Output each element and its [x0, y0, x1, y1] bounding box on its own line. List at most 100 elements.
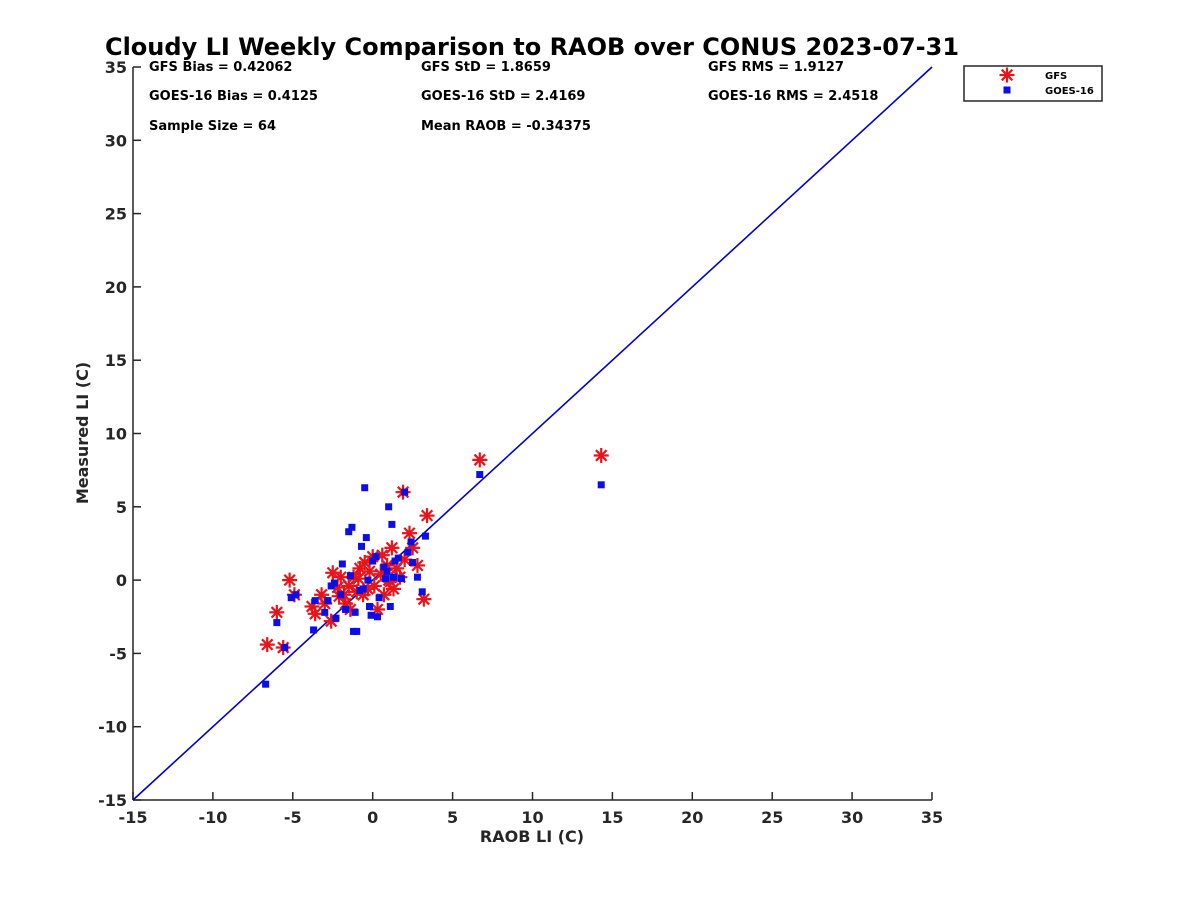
- goes16-point: [380, 563, 388, 571]
- x-tick-label: -15: [119, 808, 148, 827]
- goes16-point: [345, 528, 353, 536]
- plot-area: -15 -10 -5 0 5 10 15 20 25 30 35 -15 -10 -5 0 5 10 15 20 25…: [98, 58, 943, 827]
- x-tick-label: -10: [198, 808, 227, 827]
- gfs-point: [384, 540, 400, 556]
- goes16-point: [338, 560, 346, 568]
- goes16-point: [375, 594, 383, 602]
- stat-annotation: GOES-16 RMS = 2.4518: [708, 89, 878, 104]
- goes16-point: [262, 680, 270, 688]
- goes16-point: [281, 644, 289, 652]
- gfs-point: [350, 571, 366, 587]
- stat-annotation: GFS Bias = 0.42062: [149, 60, 292, 75]
- y-tick-label: 0: [116, 571, 127, 590]
- legend-gfs-marker: [999, 67, 1015, 83]
- one-to-one-line: [132, 66, 933, 801]
- gfs-point: [282, 572, 298, 588]
- goes16-point: [366, 602, 374, 610]
- x-tick-label: 35: [921, 808, 943, 827]
- goes16-point: [476, 471, 484, 479]
- goes16-point: [418, 588, 426, 596]
- goes16-point: [364, 576, 372, 584]
- stat-annotation: GOES-16 Bias = 0.4125: [149, 89, 318, 104]
- x-tick-label: 30: [841, 808, 863, 827]
- y-tick-label: 25: [105, 205, 127, 224]
- legend-goes16-square: [1003, 86, 1011, 94]
- goes16-point: [381, 575, 389, 583]
- gfs-point: [401, 525, 417, 541]
- y-tick-label: 10: [105, 425, 127, 444]
- legend-box: [963, 65, 1103, 102]
- x-tick-label: 25: [761, 808, 783, 827]
- goes16-point: [388, 520, 396, 528]
- goes16-point: [311, 597, 319, 605]
- y-tick-label: 20: [105, 278, 127, 297]
- x-tick-label: 10: [521, 808, 543, 827]
- gfs-point: [593, 447, 609, 463]
- stats-annotations: GFS Bias = 0.42062 GFS StD = 1.8659 GFS RM…: [149, 60, 878, 134]
- goes16-point: [409, 559, 417, 567]
- goes16-point: [342, 605, 350, 613]
- stat-annotation: GFS RMS = 1.9127: [708, 60, 844, 75]
- x-tick-label: 0: [367, 808, 378, 827]
- goes16-series: [262, 471, 605, 688]
- y-tick-label: 30: [105, 131, 127, 150]
- goes16-point: [597, 481, 605, 489]
- gfs-point: [374, 547, 390, 563]
- goes16-point: [359, 585, 367, 593]
- y-tick-label: -10: [98, 718, 127, 737]
- goes16-point: [327, 582, 335, 590]
- goes16-point: [373, 613, 381, 621]
- y-tick-label: 15: [105, 351, 127, 370]
- stat-annotation: GOES-16 StD = 2.4169: [421, 89, 585, 104]
- y-tick-label: -5: [109, 644, 127, 663]
- legend-goes16-marker: [1003, 86, 1011, 94]
- goes16-point: [361, 484, 369, 492]
- x-tick-label: 20: [681, 808, 703, 827]
- gfs-point: [307, 606, 323, 622]
- legend: GFS GOES-16: [963, 65, 1103, 102]
- goes16-point: [404, 548, 412, 556]
- goes16-point: [337, 591, 345, 599]
- goes16-point: [372, 553, 380, 561]
- stat-annotation: Mean RAOB = -0.34375: [421, 119, 591, 134]
- goes16-point: [369, 557, 377, 565]
- legend-gfs-label: GFS: [1045, 71, 1067, 82]
- legend-gfs-asterisk: [999, 67, 1015, 83]
- goes16-point: [407, 538, 415, 546]
- goes16-point: [386, 602, 394, 610]
- gfs-series: [259, 447, 609, 656]
- x-tick-label: -5: [284, 808, 302, 827]
- goes16-point: [346, 572, 354, 580]
- chart-title: Cloudy LI Weekly Comparison to RAOB over…: [105, 33, 959, 61]
- goes16-point: [389, 573, 397, 581]
- goes16-point: [401, 488, 409, 496]
- goes16-point: [332, 614, 340, 622]
- y-tick-label: -15: [98, 791, 127, 810]
- gfs-point: [362, 563, 378, 579]
- stat-annotation: GFS StD = 1.8659: [421, 60, 551, 75]
- goes16-point: [310, 626, 318, 634]
- gfs-point: [269, 604, 285, 620]
- gfs-point: [419, 508, 435, 524]
- goes16-point: [292, 591, 300, 599]
- goes16-point: [413, 573, 421, 581]
- y-tick-label: 5: [116, 498, 127, 517]
- goes16-point: [362, 534, 370, 542]
- y-tick-label: 35: [105, 58, 127, 77]
- x-axis-label: RAOB LI (C): [480, 827, 584, 846]
- gfs-point: [472, 452, 488, 468]
- goes16-point: [273, 619, 281, 627]
- goes16-point: [383, 567, 391, 575]
- goes16-point: [287, 594, 295, 602]
- goes16-point: [421, 532, 429, 540]
- x-tick-label: 15: [601, 808, 623, 827]
- y-axis-label: Measured LI (C): [73, 362, 92, 504]
- legend-goes16-label: GOES-16: [1045, 86, 1094, 97]
- goes16-point: [324, 597, 332, 605]
- goes16-point: [348, 523, 356, 531]
- goes16-point: [397, 575, 405, 583]
- x-tick-label: 5: [447, 808, 458, 827]
- goes16-point: [391, 557, 399, 565]
- goes16-point: [353, 627, 361, 635]
